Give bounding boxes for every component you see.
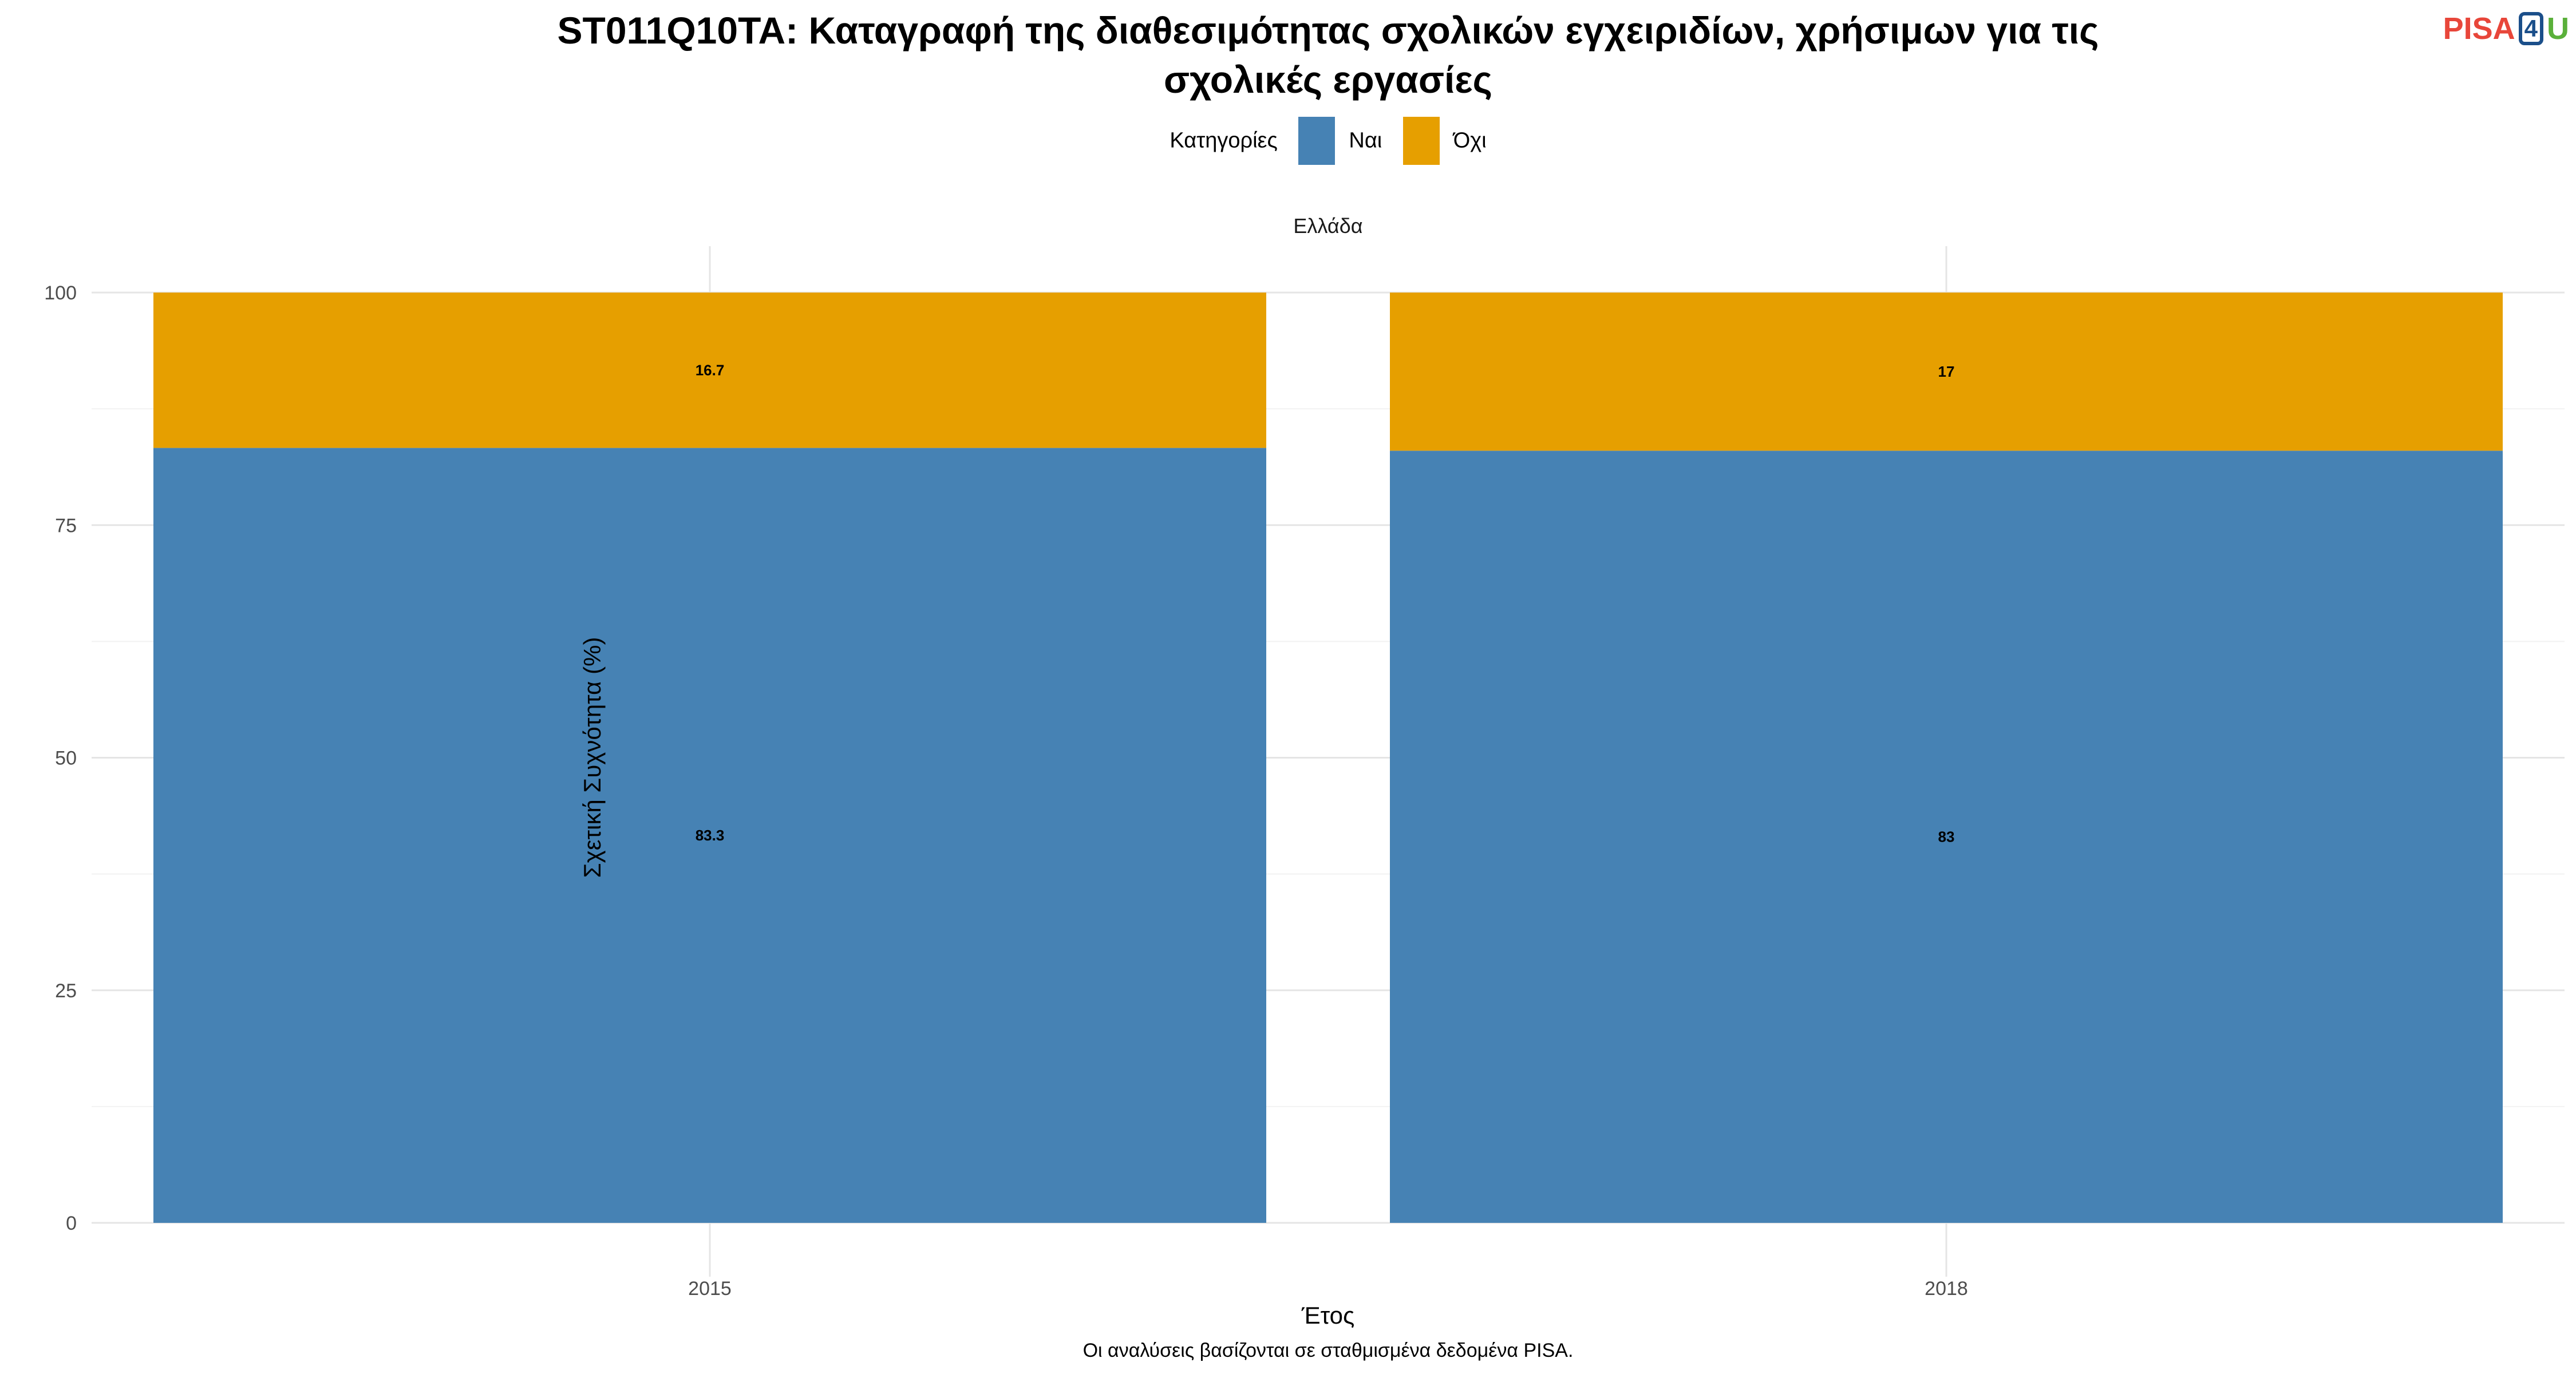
bar-2018-series-1 xyxy=(1390,293,2503,451)
y-tick-label: 75 xyxy=(55,515,77,536)
bar-label-2018-series-0: 83 xyxy=(1938,828,1955,846)
chart-title-line-2: σχολικές εργασίες xyxy=(1164,58,1492,101)
pisa4u-logo: PISA 4 U xyxy=(2443,6,2569,52)
y-tick-label: 0 xyxy=(66,1213,77,1234)
bar-2018-series-0 xyxy=(1390,451,2503,1223)
bar-2015-series-1 xyxy=(153,293,1266,448)
logo-four-badge: 4 xyxy=(2518,12,2543,45)
logo-u-text: U xyxy=(2547,11,2569,46)
y-axis-title: Σχετική Συχνότητα (%) xyxy=(579,637,606,878)
logo-pisa-text: PISA xyxy=(2443,11,2515,46)
y-tick-label: 25 xyxy=(55,980,77,1002)
chart-title-line-1: ST011Q10TA: Καταγραφή της διαθεσιμότητας… xyxy=(557,9,2099,52)
legend-swatch-ochi xyxy=(1402,117,1440,165)
x-tick-label: 2015 xyxy=(688,1278,732,1300)
legend-swatch-nai xyxy=(1298,117,1336,165)
bar-2015-series-0 xyxy=(153,448,1266,1223)
legend-title: Κατηγορίες xyxy=(1170,128,1278,153)
y-tick-label: 100 xyxy=(44,282,77,304)
x-tick-label: 2018 xyxy=(1925,1278,1968,1300)
bar-label-2015-series-0: 83.3 xyxy=(696,827,725,844)
legend-label-ochi: Όχι xyxy=(1453,128,1487,153)
legend-item-ochi: Όχι xyxy=(1402,117,1487,165)
bar-label-2015-series-1: 16.7 xyxy=(696,362,725,379)
x-axis-title: Έτος xyxy=(1301,1302,1355,1329)
chart-caption: Οι αναλύσεις βασίζονται σε σταθμισμένα δ… xyxy=(1083,1340,1574,1361)
bar-label-2018-series-1: 17 xyxy=(1938,363,1955,380)
facet-strip-label: Ελλάδα xyxy=(1293,214,1362,238)
chart-title: ST011Q10TA: Καταγραφή της διαθεσιμότητας… xyxy=(0,6,2576,104)
y-tick-label: 50 xyxy=(55,748,77,769)
legend-label-nai: Ναι xyxy=(1349,128,1382,153)
legend-item-nai: Ναι xyxy=(1298,117,1382,165)
legend: Κατηγορίες Ναι Όχι xyxy=(0,117,2576,165)
